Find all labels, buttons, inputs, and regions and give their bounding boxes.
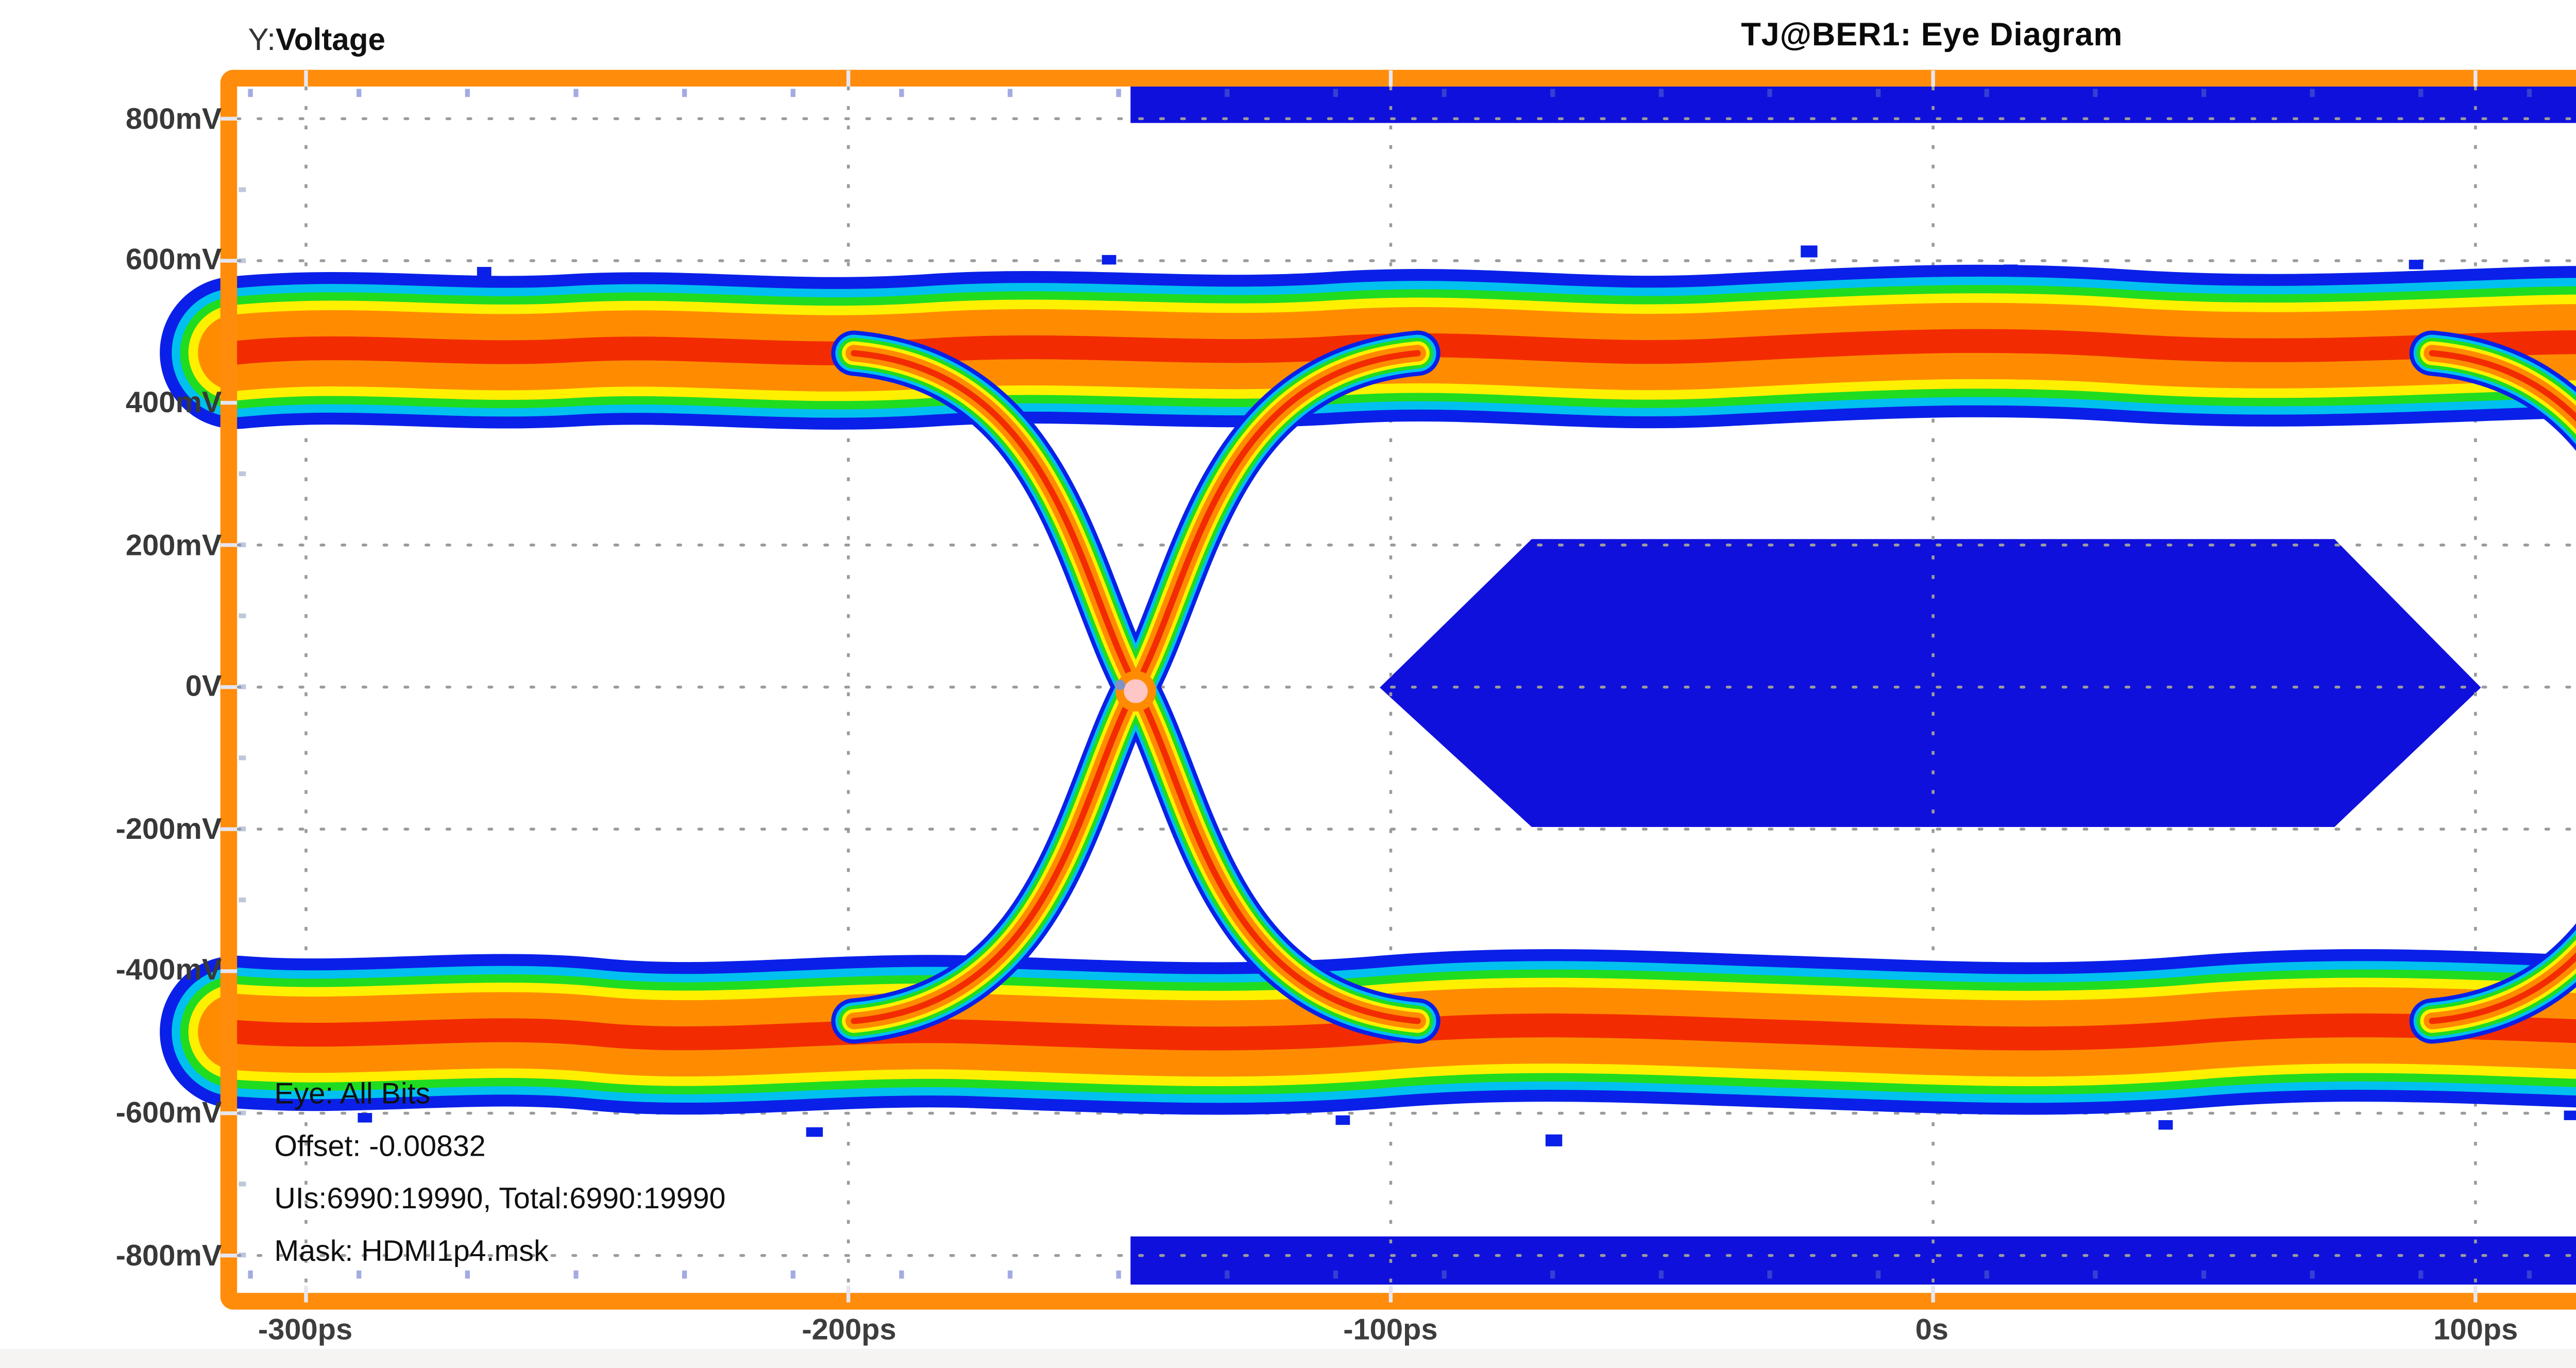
crossing-hotspots: [1114, 671, 1156, 712]
notches-top: [304, 70, 2478, 87]
mask-bottom-bar: [1130, 1236, 2576, 1285]
info-mask-file: Mask: HDMI1p4.msk: [274, 1234, 549, 1268]
outlier-speckles: [358, 245, 2576, 1146]
y-tick-400mv: 400mV: [125, 386, 222, 420]
x-tick-100ps: 100ps: [2433, 1313, 2518, 1347]
x-tick-n300ps: -300ps: [258, 1313, 353, 1347]
y-axis-prefix: Y:: [248, 21, 276, 58]
y-tick-800mv: 800mV: [125, 102, 222, 136]
plot-title: TJ@BER1: Eye Diagram: [1741, 16, 2123, 53]
mask-center-hexagon: [1380, 539, 2481, 827]
x-tick-n100ps: -100ps: [1343, 1313, 1438, 1347]
plot-border: [220, 70, 2576, 1310]
y-tick-600mv: 600mV: [125, 243, 222, 277]
y-tick-n600mv: -600mV: [115, 1096, 222, 1130]
mask-regions: [1130, 86, 2576, 1285]
y-tick-n200mv: -200mV: [115, 813, 222, 847]
info-eye-source: Eye: All Bits: [274, 1077, 431, 1111]
info-offset: Offset: -0.00832: [274, 1129, 486, 1163]
y-axis-label: Voltage: [276, 21, 386, 58]
x-tick-n200ps: -200ps: [802, 1313, 896, 1347]
info-uis-total: UIs:6990:19990, Total:6990:19990: [274, 1182, 726, 1215]
rail-traces: [160, 264, 2576, 1115]
y-tick-n800mv: -800mV: [115, 1239, 222, 1273]
rail-layer-red: [224, 329, 2576, 1051]
y-tick-0v: 0V: [185, 669, 222, 703]
footer-strip: [0, 1348, 2576, 1368]
x-tick-0s: 0s: [1915, 1313, 1949, 1347]
notches-left: [221, 116, 238, 1258]
major-tick-notches: [221, 70, 2478, 1303]
y-tick-n400mv: -400mV: [115, 953, 222, 987]
y-tick-200mv: 200mV: [125, 529, 222, 563]
y-axis-name: Y:Voltage: [248, 22, 385, 57]
left-crossing-hotspot: [1114, 671, 1156, 712]
mask-top-bar: [1130, 86, 2576, 123]
notches-bottom: [304, 1286, 2478, 1303]
